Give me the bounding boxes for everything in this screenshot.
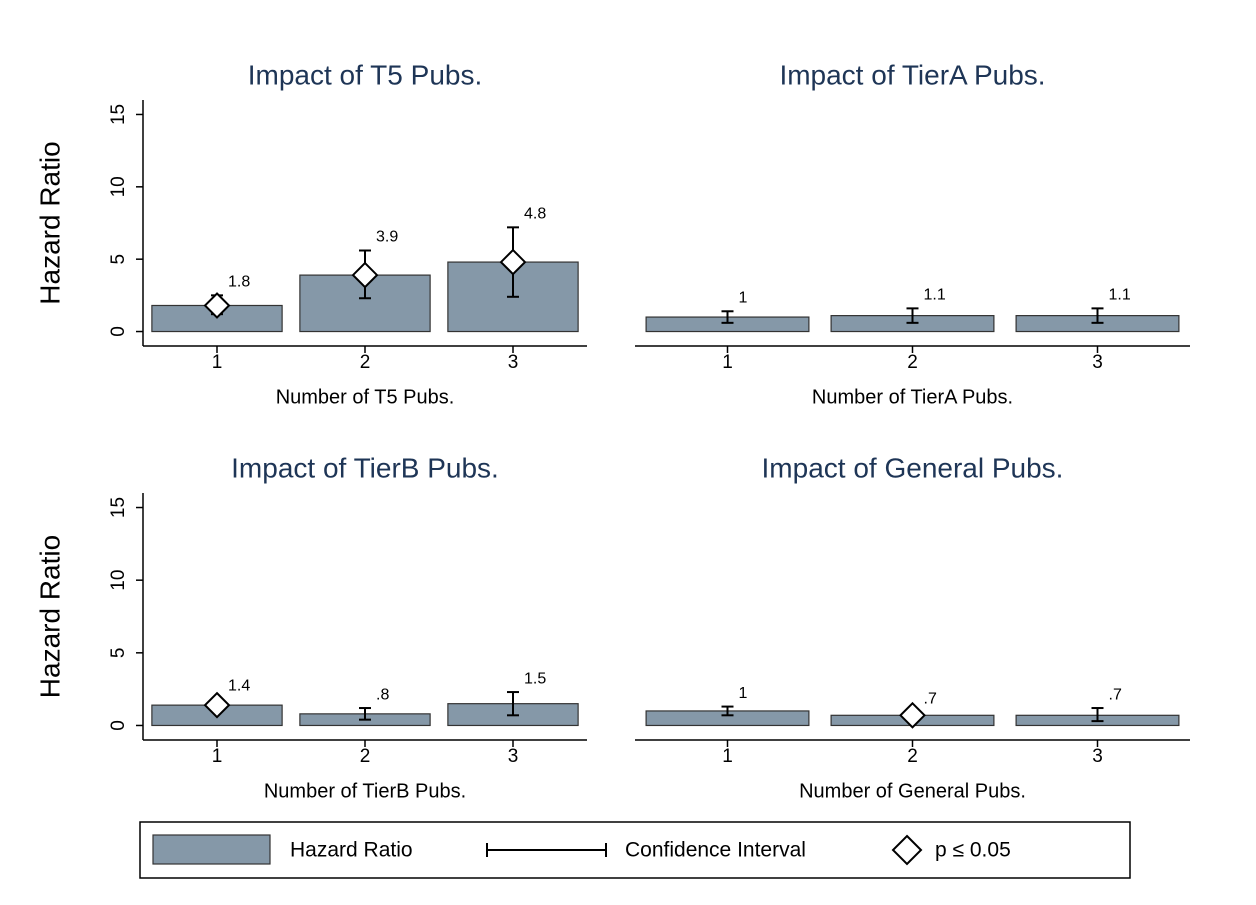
x-tick-label: 2	[360, 352, 371, 373]
legend-ci-symbol	[486, 843, 607, 857]
value-label: 1	[739, 289, 748, 306]
error-bar	[1091, 307, 1104, 324]
significance-diamond	[203, 691, 231, 719]
x-tick-label: 3	[508, 352, 519, 373]
significance-diamond	[203, 292, 231, 319]
x-tick-label: 3	[508, 746, 519, 767]
significance-diamond	[351, 261, 379, 289]
x-axis-label: Number of TierB Pubs.	[264, 780, 466, 802]
legend-box	[139, 821, 1131, 879]
chart-title: Impact of T5 Pubs.	[248, 59, 483, 90]
value-label: 1.5	[524, 670, 546, 687]
legend-label: Confidence Interval	[625, 839, 806, 862]
value-label: 1.8	[228, 274, 250, 291]
y-tick-label: 10	[108, 570, 129, 591]
y-tick-label: 10	[108, 176, 129, 197]
y-axis-label: Hazard Ratio	[34, 535, 65, 698]
x-tick-label: 2	[360, 746, 371, 767]
significance-diamond	[499, 248, 527, 276]
y-tick-label: 5	[108, 254, 129, 265]
y-tick-label: 15	[108, 497, 129, 518]
x-tick-label: 1	[722, 746, 733, 767]
significance-diamond	[899, 701, 926, 729]
error-bar	[507, 691, 519, 717]
value-label: 1.1	[1109, 287, 1131, 304]
error-bar	[1091, 707, 1104, 723]
value-label: 3.9	[376, 229, 398, 246]
x-tick-label: 3	[1092, 746, 1103, 767]
value-label: 4.8	[524, 206, 546, 223]
legend-diamond	[891, 834, 923, 866]
error-bar	[721, 310, 734, 324]
y-axis-label: Hazard Ratio	[34, 141, 65, 304]
legend-label: Hazard Ratio	[290, 839, 413, 862]
x-tick-label: 2	[907, 746, 918, 767]
x-axis-label: Number of General Pubs.	[799, 780, 1026, 802]
value-label: 1.4	[228, 678, 250, 695]
x-axis-label: Number of T5 Pubs.	[276, 386, 455, 408]
y-tick-label: 5	[108, 648, 129, 659]
error-bar	[721, 705, 734, 717]
chart-title: Impact of TierB Pubs.	[231, 452, 499, 483]
error-bar	[906, 307, 919, 324]
x-axis-label: Number of TierA Pubs.	[812, 386, 1013, 408]
y-tick-label: 0	[108, 326, 129, 337]
value-label: 1	[739, 685, 748, 702]
y-tick-label: 0	[108, 720, 129, 731]
legend-swatch	[152, 834, 271, 865]
x-tick-label: 2	[907, 352, 918, 373]
x-tick-label: 1	[722, 352, 733, 373]
error-bar	[359, 707, 371, 721]
x-tick-label: 1	[212, 352, 223, 373]
x-tick-label: 3	[1092, 352, 1103, 373]
chart-title: Impact of General Pubs.	[762, 452, 1064, 483]
value-label: .7	[924, 691, 937, 708]
chart-title: Impact of TierA Pubs.	[779, 59, 1045, 90]
value-label: .8	[376, 686, 389, 703]
y-tick-label: 15	[108, 104, 129, 125]
legend-label: p ≤ 0.05	[935, 839, 1011, 862]
value-label: 1.1	[924, 287, 946, 304]
x-tick-label: 1	[212, 746, 223, 767]
value-label: .7	[1109, 686, 1122, 703]
